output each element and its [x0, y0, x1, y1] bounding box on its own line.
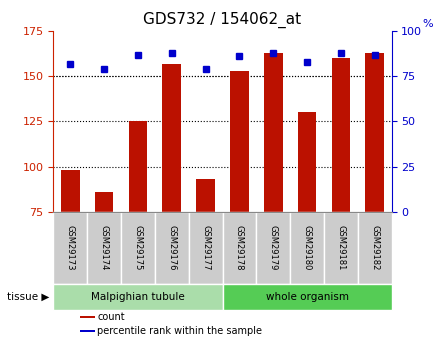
Bar [162, 63, 181, 212]
Title: GDS732 / 154062_at: GDS732 / 154062_at [143, 12, 302, 28]
Bar [129, 121, 147, 212]
Bar [81, 316, 95, 318]
Bar [222, 212, 256, 284]
Bar [298, 112, 316, 212]
Text: GSM29180: GSM29180 [303, 225, 312, 270]
Bar [189, 212, 222, 284]
Bar [230, 71, 249, 212]
Text: GSM29179: GSM29179 [269, 225, 278, 270]
Bar [324, 212, 358, 284]
Bar [196, 179, 215, 212]
Bar [332, 58, 350, 212]
Text: GSM29174: GSM29174 [100, 225, 109, 270]
Bar [358, 212, 392, 284]
Bar [61, 170, 80, 212]
Text: GSM29175: GSM29175 [134, 225, 142, 270]
Bar [222, 284, 392, 310]
Text: %: % [422, 19, 433, 29]
Bar [87, 212, 121, 284]
Text: GSM29173: GSM29173 [66, 225, 75, 270]
Bar [53, 284, 222, 310]
Text: GSM29178: GSM29178 [235, 225, 244, 270]
Bar [95, 192, 113, 212]
Bar [155, 212, 189, 284]
Text: GSM29176: GSM29176 [167, 225, 176, 270]
Bar [290, 212, 324, 284]
Text: count: count [97, 312, 125, 322]
Text: percentile rank within the sample: percentile rank within the sample [97, 326, 262, 336]
Bar [256, 212, 290, 284]
Text: GSM29177: GSM29177 [201, 225, 210, 270]
Text: GSM29181: GSM29181 [336, 225, 345, 270]
Bar [121, 212, 155, 284]
Text: GSM29182: GSM29182 [370, 225, 379, 270]
Text: tissue ▶: tissue ▶ [7, 292, 49, 302]
Bar [264, 53, 283, 212]
Text: Malpighian tubule: Malpighian tubule [91, 292, 185, 302]
Bar [53, 212, 87, 284]
Text: whole organism: whole organism [266, 292, 348, 302]
Bar [81, 330, 95, 332]
Bar [365, 53, 384, 212]
